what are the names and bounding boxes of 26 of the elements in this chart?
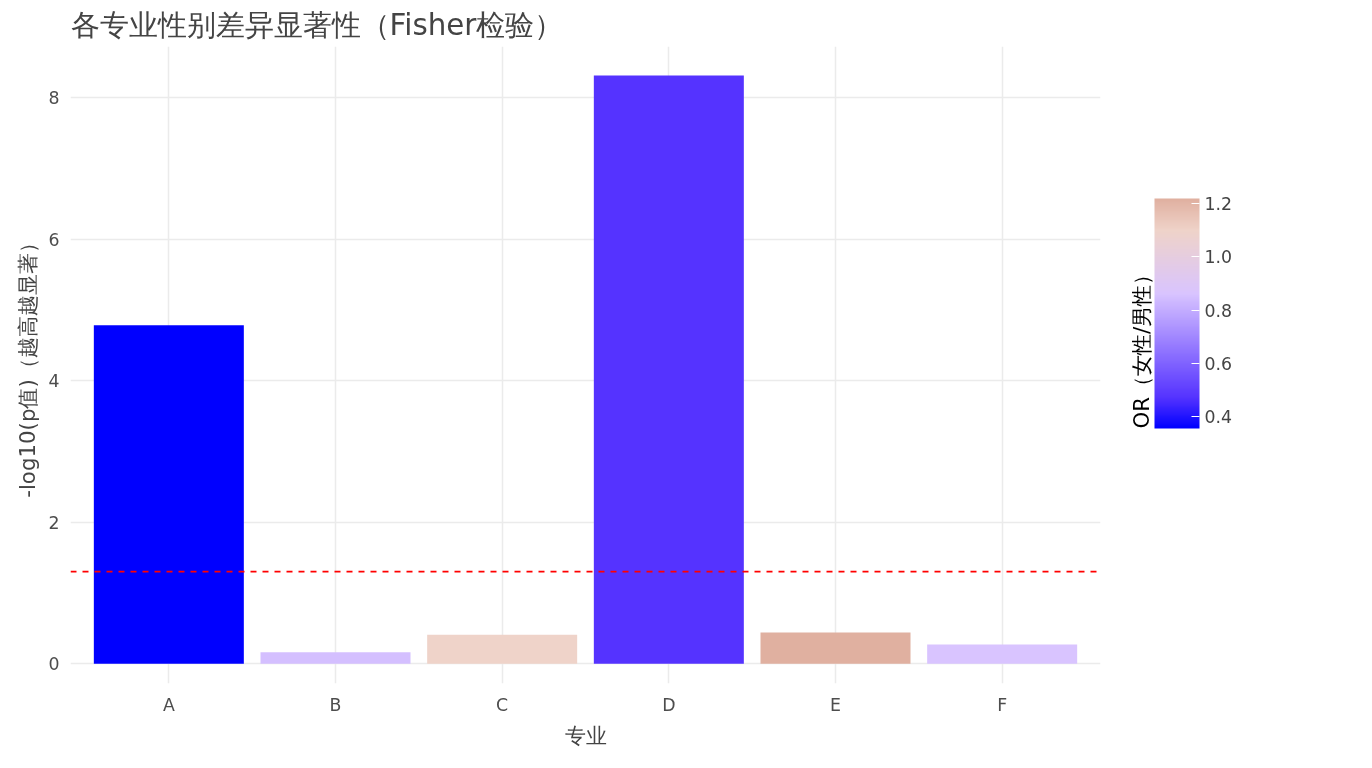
y-tick-label: 0 — [48, 654, 60, 675]
x-tick-label: D — [662, 694, 676, 715]
x-tick-label: F — [997, 694, 1008, 715]
bar — [93, 325, 244, 664]
chart-title: 各专业性别差异显著性（Fisher检验） — [70, 7, 564, 42]
bar — [593, 75, 744, 664]
x-tick-label: E — [830, 694, 841, 715]
color-bar-label: 0.6 — [1204, 353, 1233, 374]
bar — [427, 634, 578, 664]
bar — [260, 652, 411, 664]
color-bar-label: 1.2 — [1204, 194, 1233, 215]
y-tick-label: 4 — [48, 371, 60, 392]
bar — [760, 632, 911, 664]
color-bar-label: 0.4 — [1204, 407, 1233, 428]
color-bar-label: 1.0 — [1204, 247, 1233, 268]
y-tick-label: 6 — [48, 229, 60, 250]
y-tick-label: 8 — [48, 87, 60, 108]
color-bar-label: 0.8 — [1204, 300, 1233, 321]
x-tick-label: B — [329, 694, 342, 715]
bar — [927, 644, 1078, 664]
color-bar-title: OR（女性/男性） — [1128, 263, 1154, 429]
y-axis-title: -log10(p值)（越高越显著） — [15, 232, 41, 498]
y-tick-label: 2 — [48, 512, 60, 533]
x-axis-title: 专业 — [564, 722, 607, 748]
x-tick-label: A — [162, 694, 175, 715]
x-tick-label: C — [496, 694, 509, 715]
